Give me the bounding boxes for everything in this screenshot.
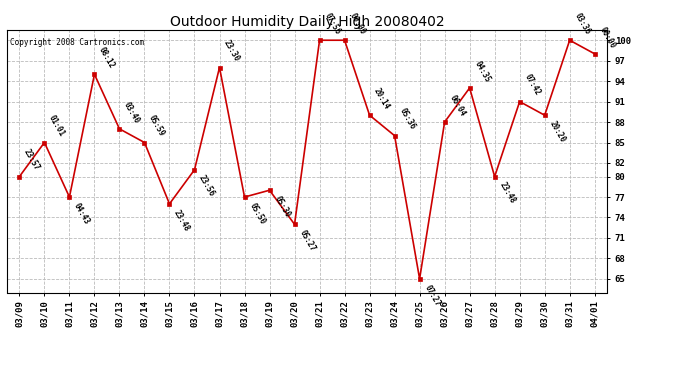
Text: 07:56: 07:56 (322, 12, 342, 36)
Text: 23:56: 23:56 (197, 174, 217, 198)
Text: 05:27: 05:27 (297, 228, 317, 253)
Text: 07:42: 07:42 (522, 73, 542, 98)
Text: 20:14: 20:14 (373, 87, 392, 111)
Text: 06:04: 06:04 (447, 93, 466, 118)
Text: 01:01: 01:01 (47, 114, 66, 138)
Text: 04:35: 04:35 (473, 59, 492, 84)
Title: Outdoor Humidity Daily High 20080402: Outdoor Humidity Daily High 20080402 (170, 15, 444, 29)
Text: 23:57: 23:57 (22, 148, 41, 172)
Text: 23:48: 23:48 (497, 181, 517, 205)
Text: 05:50: 05:50 (247, 201, 266, 226)
Text: 23:48: 23:48 (172, 208, 192, 232)
Text: 08:12: 08:12 (97, 46, 117, 70)
Text: 03:40: 03:40 (122, 100, 141, 125)
Text: 07:27: 07:27 (422, 283, 442, 308)
Text: 05:30: 05:30 (273, 194, 292, 219)
Text: 20:20: 20:20 (547, 119, 566, 144)
Text: 00:00: 00:00 (347, 12, 366, 36)
Text: 04:43: 04:43 (72, 201, 92, 226)
Text: 05:36: 05:36 (397, 107, 417, 132)
Text: 23:30: 23:30 (222, 39, 242, 63)
Text: 03:36: 03:36 (573, 12, 592, 36)
Text: 00:00: 00:00 (598, 25, 617, 50)
Text: Copyright 2008 Cartronics.com: Copyright 2008 Cartronics.com (10, 38, 144, 47)
Text: 05:59: 05:59 (147, 114, 166, 138)
